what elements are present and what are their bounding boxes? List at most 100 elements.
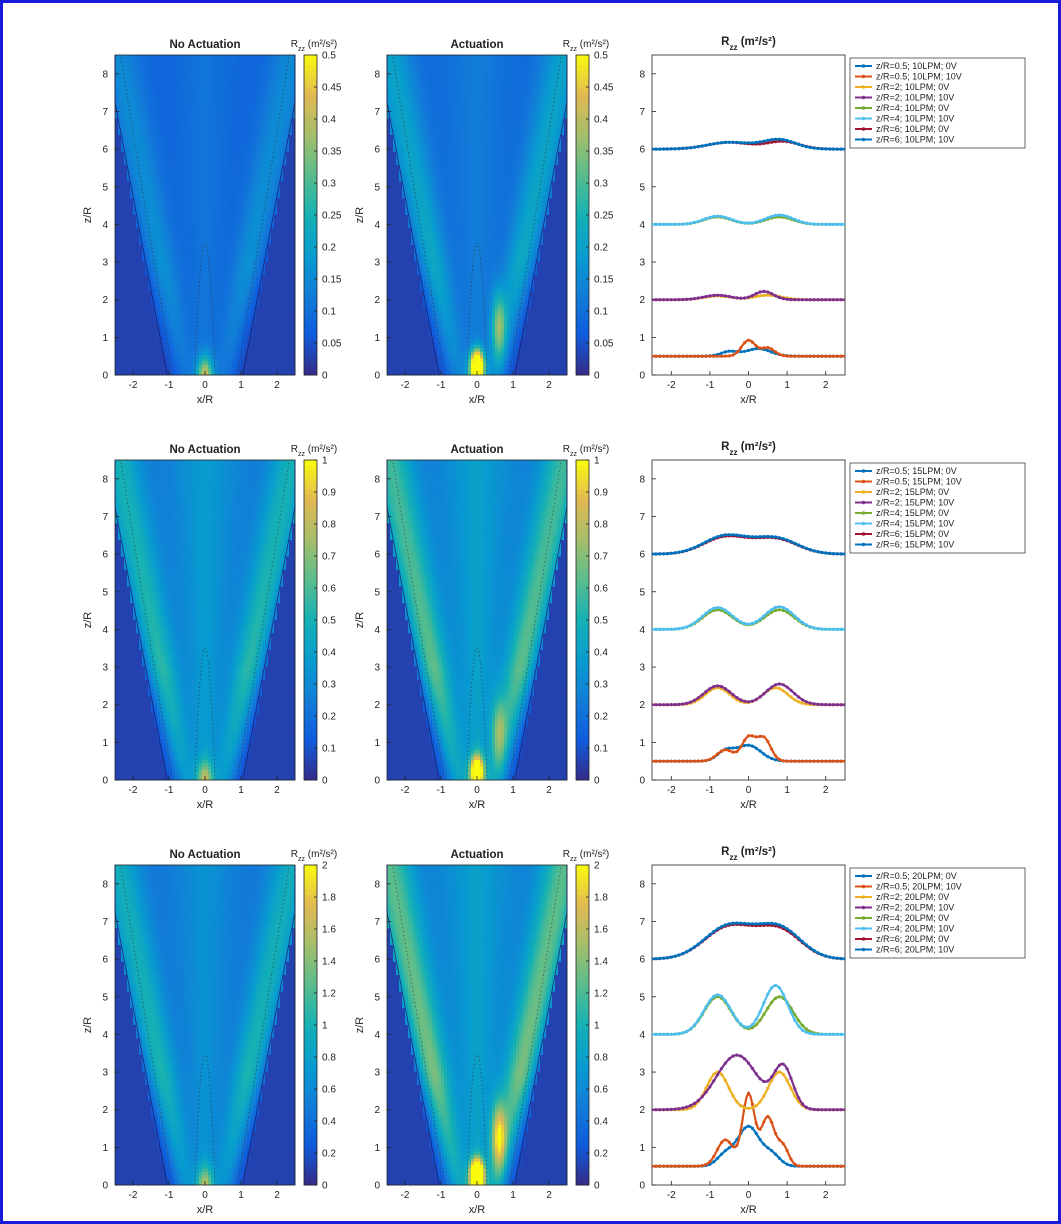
heatmap-cell [277, 222, 280, 226]
heatmap-cell [202, 272, 205, 276]
heatmap-cell [241, 212, 244, 216]
heatmap-cell [211, 175, 214, 179]
heatmap-cell [208, 122, 211, 126]
heatmap-cell [190, 162, 193, 166]
heatmap-cell [259, 302, 262, 306]
heatmap-cell [184, 178, 187, 182]
heatmap-cell [208, 108, 211, 112]
heatmap-cell [130, 62, 133, 66]
heatmap-cell [247, 105, 250, 109]
heatmap-cell [124, 285, 127, 289]
heatmap-cell [193, 185, 196, 189]
heatmap-cell [148, 55, 151, 59]
heatmap-cell [166, 278, 169, 282]
heatmap-cell [124, 195, 127, 199]
heatmap-cell [124, 82, 127, 86]
heatmap-cell [223, 75, 226, 79]
heatmap-cell [211, 98, 214, 102]
heatmap-cell [151, 318, 154, 322]
heatmap-cell [241, 238, 244, 242]
heatmap-cell [175, 218, 178, 222]
heatmap-cell [154, 138, 157, 142]
heatmap-cell [268, 72, 271, 76]
heatmap-cell [160, 292, 163, 296]
heatmap-cell [241, 158, 244, 162]
heatmap-cell [166, 135, 169, 139]
heatmap-cell [115, 205, 118, 209]
heatmap-cell [139, 312, 142, 316]
heatmap-cell [268, 198, 271, 202]
heatmap-cell [163, 238, 166, 242]
heatmap-cell [187, 175, 190, 179]
heatmap-cell [121, 272, 124, 276]
heatmap-cell [196, 92, 199, 96]
heatmap-cell [154, 128, 157, 132]
heatmap-cell [280, 198, 283, 202]
heatmap-cell [268, 142, 271, 146]
heatmap-cell [217, 185, 220, 189]
heatmap-cell [220, 115, 223, 119]
heatmap-cell [157, 302, 160, 306]
heatmap-cell [220, 192, 223, 196]
heatmap-cell [256, 148, 259, 152]
heatmap-cell [235, 165, 238, 169]
heatmap-cell [253, 62, 256, 66]
heatmap-cell [181, 305, 184, 309]
heatmap-cell [163, 175, 166, 179]
heatmap-cell [136, 208, 139, 212]
heatmap-cell [136, 282, 139, 286]
heatmap-cell [223, 238, 226, 242]
heatmap-cell [262, 88, 265, 92]
heatmap-cell [208, 305, 211, 309]
heatmap-cell [241, 132, 244, 136]
heatmap-cell [133, 275, 136, 279]
heatmap-cell [226, 308, 229, 312]
heatmap-cell [190, 235, 193, 239]
heatmap-cell [151, 205, 154, 209]
heatmap-cell [124, 72, 127, 76]
heatmap-cell [190, 232, 193, 236]
heatmap-cell [277, 248, 280, 252]
heatmap-cell [235, 112, 238, 116]
heatmap-cell [253, 252, 256, 256]
heatmap-cell [220, 158, 223, 162]
heatmap-cell [151, 85, 154, 89]
heatmap-cell [214, 162, 217, 166]
heatmap-cell [115, 248, 118, 252]
heatmap-cell [226, 118, 229, 122]
heatmap-cell [190, 205, 193, 209]
heatmap-cell [151, 78, 154, 82]
heatmap-cell [163, 188, 166, 192]
heatmap-cell [196, 268, 199, 272]
heatmap-cell [205, 62, 208, 66]
heatmap-cell [202, 278, 205, 282]
heatmap-cell [148, 118, 151, 122]
heatmap-cell [202, 172, 205, 176]
heatmap-cell [118, 295, 121, 299]
heatmap-cell [181, 195, 184, 199]
heatmap-cell [133, 282, 136, 286]
heatmap-cell [238, 88, 241, 92]
heatmap-cell [151, 142, 154, 146]
heatmap-cell [226, 72, 229, 76]
heatmap-cell [166, 118, 169, 122]
heatmap-cell [220, 228, 223, 232]
heatmap-cell [253, 65, 256, 69]
heatmap-cell [130, 308, 133, 312]
heatmap-cell [190, 132, 193, 136]
heatmap-cell [253, 242, 256, 246]
heatmap-cell [256, 198, 259, 202]
heatmap-cell [223, 315, 226, 319]
heatmap-cell [205, 145, 208, 149]
heatmap-cell [286, 188, 289, 192]
heatmap-cell [262, 235, 265, 239]
heatmap-cell [151, 75, 154, 79]
heatmap-cell [265, 148, 268, 152]
heatmap-cell [157, 155, 160, 159]
heatmap-cell [124, 88, 127, 92]
heatmap-cell [148, 295, 151, 299]
heatmap-cell [214, 245, 217, 249]
heatmap-cell [247, 92, 250, 96]
heatmap-cell [262, 145, 265, 149]
heatmap-cell [181, 225, 184, 229]
